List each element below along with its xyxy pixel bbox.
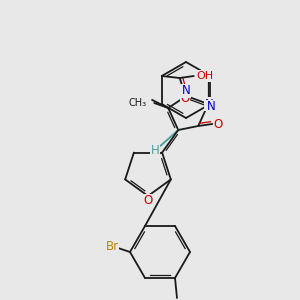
Text: O: O [143,194,153,208]
Text: OH: OH [197,71,214,81]
Text: O: O [180,92,189,106]
Text: O: O [214,118,223,130]
Text: H: H [151,143,160,157]
Text: N: N [182,85,190,98]
Text: N: N [205,98,214,110]
Text: CH₃: CH₃ [128,98,146,108]
Text: Br: Br [105,241,119,254]
Text: N: N [207,100,216,113]
Text: +: + [178,299,185,300]
